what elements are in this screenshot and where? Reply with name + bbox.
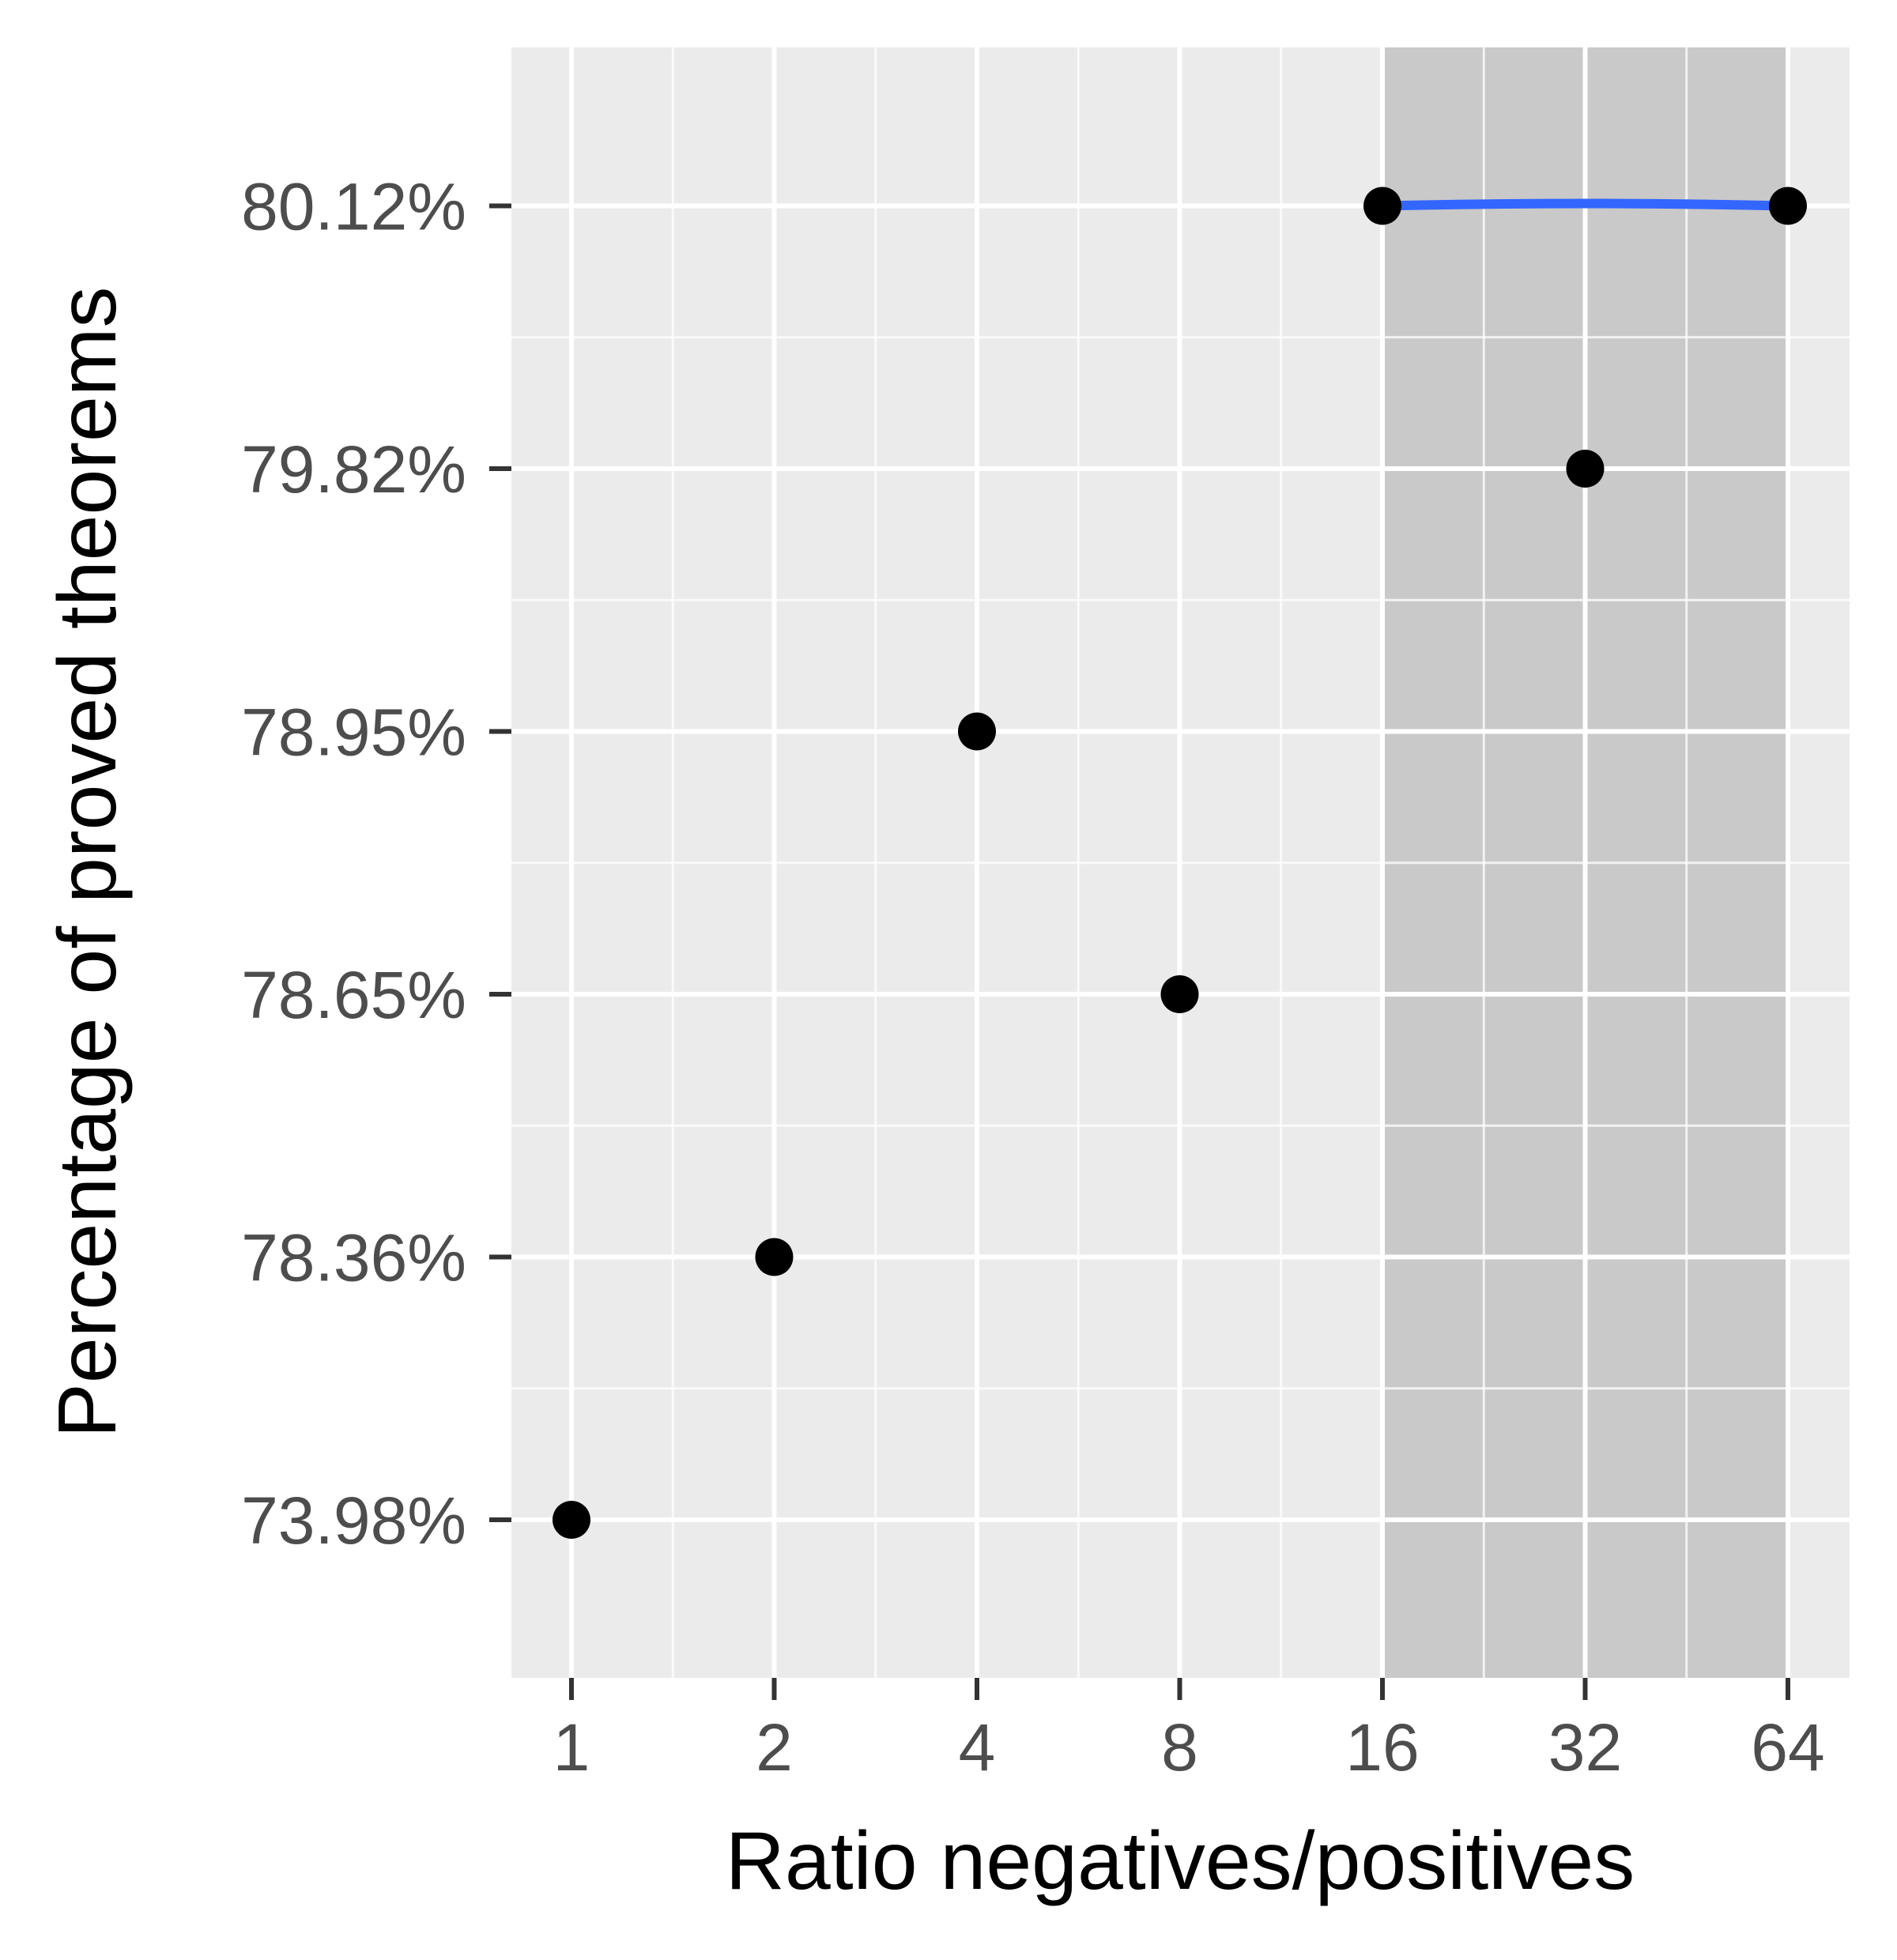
y-tick-label: 73.98% xyxy=(241,1483,466,1558)
x-tick-label: 64 xyxy=(1751,1710,1824,1785)
data-point xyxy=(553,1501,590,1539)
data-point xyxy=(1566,450,1605,488)
data-point xyxy=(1363,187,1401,225)
x-axis-title: Ratio negatives/positives xyxy=(726,1815,1635,1907)
y-tick-label: 78.36% xyxy=(241,1221,466,1295)
x-tick-label: 32 xyxy=(1548,1710,1622,1785)
x-tick-label: 2 xyxy=(756,1710,793,1785)
y-axis-title: Percentage of proved theorems xyxy=(42,287,134,1438)
data-point xyxy=(1769,187,1807,225)
data-points xyxy=(553,187,1807,1539)
x-tick-label: 8 xyxy=(1161,1710,1198,1785)
y-tick-label: 78.95% xyxy=(241,695,466,770)
y-tick-label: 78.65% xyxy=(241,958,466,1032)
y-axis: 73.98% 78.36% 78.65% 78.95% 79.82% 80.12% xyxy=(241,170,511,1558)
trend-line xyxy=(1378,198,1793,211)
y-tick-label: 80.12% xyxy=(241,170,466,244)
data-point xyxy=(958,712,996,751)
y-tick-label: 79.82% xyxy=(241,432,466,507)
x-tick-label: 16 xyxy=(1345,1710,1419,1785)
grid-major xyxy=(511,47,1850,1678)
data-point xyxy=(1160,975,1199,1013)
x-tick-label: 4 xyxy=(959,1710,996,1785)
x-tick-label: 1 xyxy=(553,1710,590,1785)
data-point xyxy=(755,1238,794,1276)
x-axis: 1 2 4 8 16 32 64 xyxy=(553,1678,1825,1785)
